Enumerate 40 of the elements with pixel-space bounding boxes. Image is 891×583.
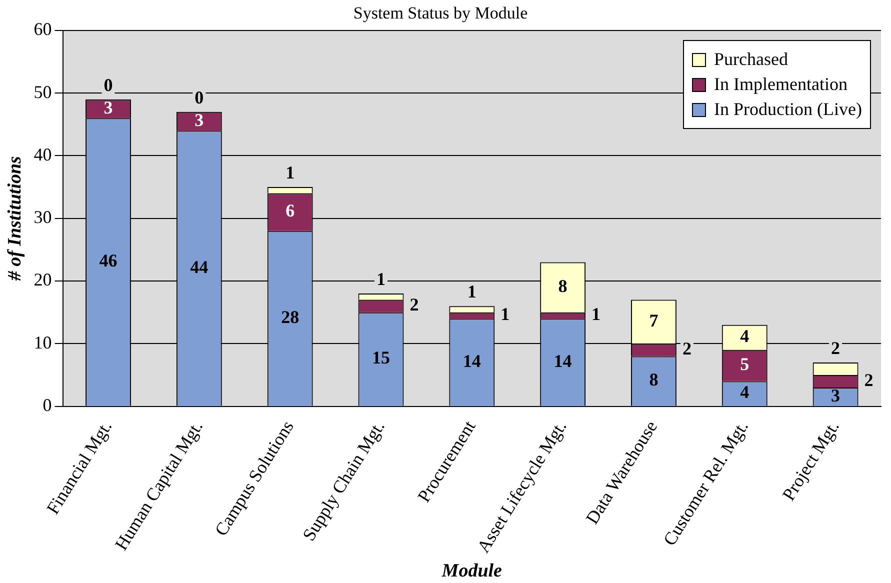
legend-label: Purchased (714, 49, 788, 70)
data-label: 44 (190, 256, 208, 277)
data-label: 4 (740, 382, 750, 402)
y-tick-label: 40 (34, 144, 52, 164)
legend-label: In Implementation (714, 74, 848, 96)
y-tick-label: 20 (34, 270, 52, 290)
y-tick-label: 0 (42, 395, 52, 416)
data-label: 14 (462, 350, 481, 371)
data-label: 8 (558, 276, 568, 296)
data-label: 3 (831, 385, 840, 406)
y-axis-title: # of Institutions (4, 156, 26, 282)
data-label: 28 (281, 307, 300, 328)
y-tick-label: 60 (34, 19, 52, 40)
y-tick-label: 10 (34, 332, 52, 352)
y-tick-label: 50 (34, 82, 52, 102)
data-label: 0 (194, 88, 204, 108)
data-label: 1 (592, 304, 601, 324)
data-label: 0 (104, 74, 113, 95)
data-label: 2 (410, 294, 419, 315)
data-label: 6 (286, 200, 295, 221)
data-label: 1 (467, 282, 476, 302)
legend-label: In Production (Live) (714, 99, 862, 120)
data-label: 1 (500, 304, 510, 324)
data-label: 2 (864, 370, 874, 390)
chart-title: System Status by Module (353, 4, 528, 23)
data-label: 2 (831, 338, 840, 358)
data-label: 7 (649, 310, 658, 330)
y-tick-label: 30 (34, 207, 52, 228)
data-label: 15 (372, 348, 390, 368)
data-label: 3 (104, 97, 113, 118)
data-label: 14 (554, 350, 572, 371)
data-label: 1 (286, 162, 295, 183)
data-label: 3 (194, 110, 204, 130)
x-axis-title: Module (440, 560, 503, 582)
data-label: 5 (740, 354, 750, 374)
data-label: 1 (376, 269, 386, 290)
data-label: 46 (99, 250, 118, 271)
data-label: 2 (682, 338, 692, 359)
data-label: 8 (649, 370, 658, 390)
data-label: 4 (740, 326, 750, 346)
